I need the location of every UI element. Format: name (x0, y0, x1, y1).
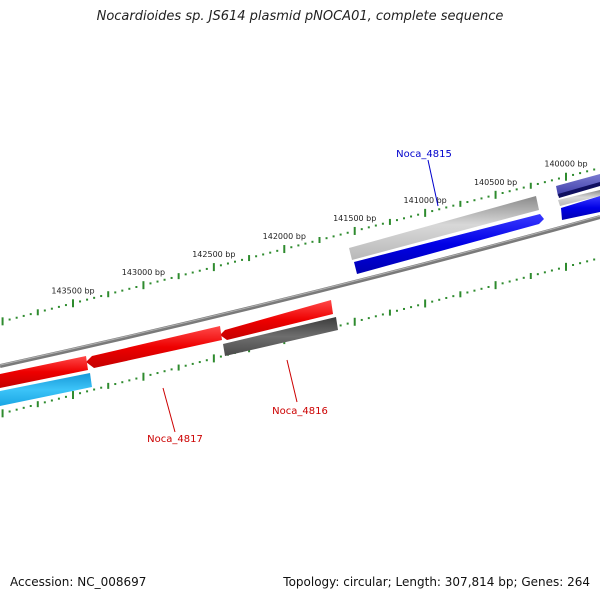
ruler-label: 142000 bp (263, 232, 306, 241)
ruler-label: 143000 bp (122, 268, 165, 277)
gene-feature-noca-4816[interactable] (220, 300, 333, 340)
navy-stripe-feature (558, 182, 600, 198)
ruler-label: 142500 bp (192, 250, 235, 259)
sequence-backbone (0, 215, 600, 368)
map-title: Nocardioides sp. JS614 plasmid pNOCA01, … (96, 9, 504, 24)
gray-feature-upper[interactable] (349, 196, 539, 260)
ruler-label: 143500 bp (51, 286, 94, 295)
gene-label-noca-4816[interactable]: Noca_4816 (272, 406, 328, 417)
accession-label: Accession: NC_008697 (10, 575, 147, 589)
ruler-label: 141000 bp (404, 196, 447, 205)
gene-label-noca-4815[interactable]: Noca_4815 (396, 149, 452, 160)
gene-label-noca-4817[interactable]: Noca_4817 (147, 434, 203, 445)
dark-gray-feature[interactable] (223, 317, 338, 356)
ruler-label: 141500 bp (333, 214, 376, 223)
ruler-label: 140000 bp (544, 160, 587, 169)
topology-summary: Topology: circular; Length: 307,814 bp; … (283, 575, 590, 589)
cyan-feature[interactable] (0, 373, 92, 406)
ruler-label-group: 143500 bp 143000 bp 142500 bp 142000 bp 1415… (51, 160, 587, 296)
blue-feature-right[interactable] (561, 196, 600, 220)
purple-feature[interactable] (556, 174, 600, 196)
ruler-label: 140500 bp (474, 178, 517, 187)
red-feature-middle[interactable] (86, 326, 222, 368)
gene-feature-noca-4815[interactable] (354, 214, 544, 274)
gene-feature-noca-4817[interactable] (0, 356, 88, 388)
gray-feature-upper-right[interactable] (558, 190, 600, 206)
outer-scale-ruler (1, 168, 596, 326)
